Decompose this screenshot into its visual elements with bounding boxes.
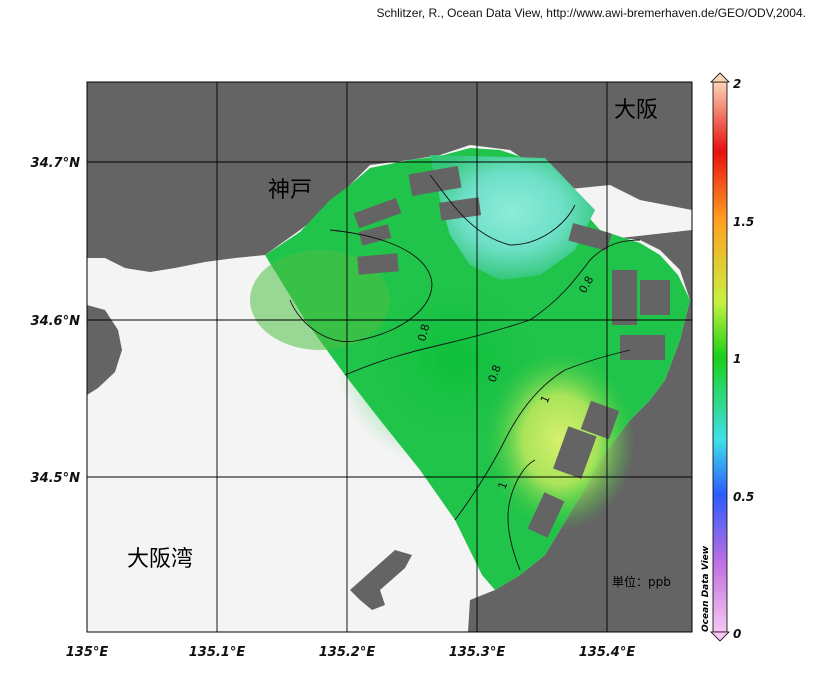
colorbar-tick-label: 1 <box>733 352 741 366</box>
x-tick-label: 135.2°E <box>319 645 376 660</box>
colorbar-tick-label: 0.5 <box>733 490 754 504</box>
contour-label: 1 <box>538 393 553 405</box>
contour-label: 0.8 <box>486 363 504 384</box>
osaka-label: 大阪 <box>614 98 658 123</box>
kobe-label: 神戸 <box>268 178 312 203</box>
colorbar-top-cap <box>710 72 730 83</box>
x-axis-ticks: 135°E 135.1°E 135.2°E 135.3°E 135.4°E <box>66 645 636 660</box>
contour-labels: 0.8 0.8 0.8 1 1 <box>415 274 596 491</box>
map-frame <box>86 81 693 633</box>
colorbar-bar <box>712 81 728 633</box>
osaka-bay-label: 大阪湾 <box>127 547 193 572</box>
land-east <box>468 230 692 632</box>
yellow-green-region <box>485 350 635 530</box>
x-tick-label: 135°E <box>66 645 109 660</box>
land-north <box>87 82 692 272</box>
unit-label: 単位：ppb <box>612 574 671 589</box>
cyan-region <box>430 155 595 280</box>
x-tick-label: 135.3°E <box>449 645 506 660</box>
y-tick-label: 34.7°N <box>31 156 81 171</box>
island-south <box>350 550 412 610</box>
contour-label: 0.8 <box>415 323 432 343</box>
contour-label: 1 <box>496 480 511 491</box>
credit-text: Schlitzer, R., Ocean Data View, http://w… <box>376 6 806 20</box>
colorbar-title: Ocean Data View <box>701 545 711 632</box>
colorbar-tick-label: 1.5 <box>733 215 754 229</box>
y-tick-label: 34.6°N <box>31 314 81 329</box>
y-axis-ticks: 34.7°N 34.6°N 34.5°N <box>31 156 81 486</box>
harbor-piers <box>353 165 670 538</box>
land-west <box>87 305 122 395</box>
west-green-region <box>250 250 390 350</box>
map-area: 0.8 0.8 0.8 1 1 神戸 大阪 大阪湾 単位：ppb <box>87 82 692 632</box>
colorbar-tick-label: 0 <box>733 627 741 641</box>
y-tick-label: 34.5°N <box>31 471 81 486</box>
x-tick-label: 135.4°E <box>579 645 636 660</box>
colorbar-bottom-cap <box>710 631 730 642</box>
x-tick-label: 135.1°E <box>189 645 246 660</box>
colorbar-tick-label: 2 <box>733 77 741 91</box>
colorbar: 2 1.5 1 0.5 0 Ocean Data View <box>701 72 754 642</box>
graticule <box>87 82 692 632</box>
